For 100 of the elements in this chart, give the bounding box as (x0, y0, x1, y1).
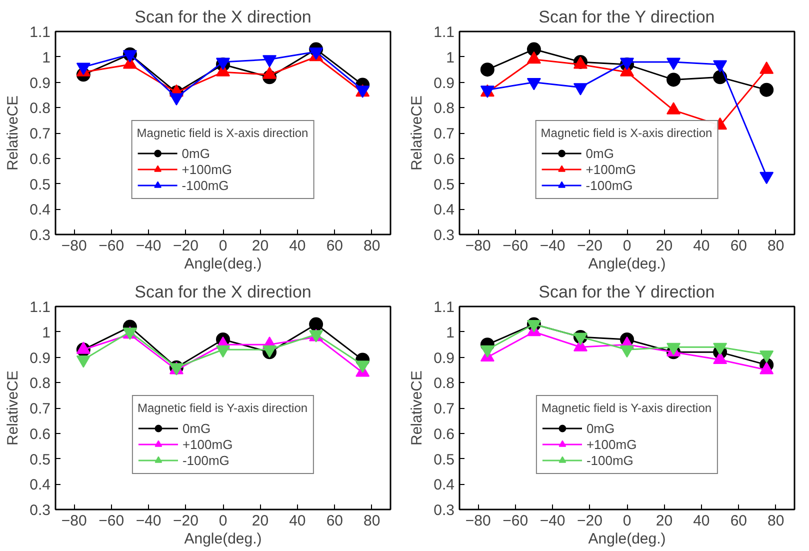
y-tick-label: 1.1 (30, 299, 51, 316)
y-tick-label: 0.3 (434, 502, 455, 519)
x-tick-label: 0 (218, 238, 228, 254)
y-tick-label: 1 (42, 49, 50, 66)
y-tick-label: 0.4 (30, 476, 51, 494)
x-tick-label: 20 (252, 238, 269, 254)
legend-label: 0mG (182, 420, 211, 436)
y-tick-label: 0.9 (30, 74, 51, 92)
y-tick-label: 1.1 (434, 24, 455, 41)
x-tick-label: −40 (540, 512, 566, 530)
x-tick-label: 0 (622, 512, 632, 530)
y-axis-title: RelativeCE (408, 370, 426, 446)
x-tick-label: −40 (540, 238, 566, 254)
x-tick-label: 60 (730, 238, 748, 254)
x-tick-label: 60 (326, 238, 344, 254)
legend-label: 0mG (586, 420, 615, 436)
x-tick-label: 80 (364, 238, 380, 254)
y-tick-label: 0.8 (30, 375, 51, 392)
y-tick-label: 1 (446, 49, 454, 66)
x-tick-label: 20 (656, 238, 673, 254)
x-tick-label: 80 (768, 512, 784, 530)
chart-title: Scan for the X direction (134, 282, 312, 302)
x-tick-label: −60 (98, 512, 124, 530)
y-axis-title: RelativeCE (408, 95, 426, 171)
legend-title: Magnetic field is X-axis direction (136, 126, 308, 140)
legend-title: Magnetic field is Y-axis direction (541, 401, 712, 415)
x-tick-label: −20 (577, 512, 603, 530)
x-tick-label: 20 (656, 512, 673, 530)
chart-title: Scan for the Y direction (538, 282, 715, 302)
x-tick-label: 60 (326, 512, 344, 530)
y-tick-label: 0.5 (434, 176, 455, 194)
legend-label: +100mG (586, 161, 636, 177)
y-tick-label: 0.3 (30, 502, 51, 519)
chart-title: Scan for the X direction (134, 8, 312, 26)
x-tick-label: 0 (218, 512, 228, 530)
legend-label: +100mG (182, 436, 233, 452)
x-tick-label: −40 (136, 238, 162, 254)
legend-label: -100mG (586, 177, 633, 193)
x-tick-label: −60 (98, 238, 124, 254)
y-tick-label: 0.6 (434, 150, 455, 168)
legend-label: 0mG (182, 145, 210, 161)
y-tick-label: 1 (446, 324, 454, 342)
x-tick-label: 40 (693, 238, 710, 254)
x-tick-label: −60 (502, 512, 528, 530)
y-tick-label: 0.7 (434, 126, 455, 142)
y-tick-label: 0.5 (434, 451, 455, 468)
x-tick-label: 0 (622, 238, 632, 254)
x-tick-label: 60 (730, 512, 748, 530)
y-tick-label: 0.8 (434, 375, 455, 392)
legend-label: +100mG (586, 436, 637, 452)
x-axis-title: Angle(deg.) (184, 530, 262, 548)
x-tick-label: 80 (364, 512, 380, 530)
y-tick-label: 0.7 (30, 126, 51, 142)
x-tick-label: 40 (289, 238, 306, 254)
y-tick-label: 0.6 (30, 426, 51, 443)
x-tick-label: −20 (577, 238, 603, 254)
y-tick-label: 0.5 (30, 451, 51, 468)
x-axis-title: Angle(deg.) (588, 256, 666, 272)
y-tick-label: 0.9 (434, 74, 455, 92)
y-tick-label: 1 (42, 324, 50, 342)
y-tick-label: 0.7 (434, 400, 455, 418)
y-tick-label: 0.3 (30, 227, 51, 244)
y-tick-label: 0.8 (434, 100, 455, 118)
legend-title: Magnetic field is X-axis direction (540, 126, 712, 140)
x-tick-label: −80 (61, 512, 87, 530)
y-tick-label: 0.6 (434, 426, 455, 443)
x-tick-label: −40 (136, 512, 162, 530)
x-tick-label: −80 (61, 238, 87, 254)
x-tick-label: −20 (173, 512, 199, 530)
y-tick-label: 0.6 (30, 150, 51, 168)
y-axis-title: RelativeCE (4, 95, 22, 171)
chart-title: Scan for the Y direction (538, 8, 715, 26)
legend-label: -100mG (586, 452, 634, 468)
x-tick-label: −80 (465, 238, 491, 254)
x-tick-label: 40 (693, 512, 710, 530)
legend-title: Magnetic field is Y-axis direction (137, 401, 308, 415)
legend-label: +100mG (182, 161, 232, 177)
y-tick-label: 0.3 (434, 227, 455, 244)
y-tick-label: 0.9 (434, 350, 455, 367)
y-tick-label: 0.7 (30, 400, 51, 418)
x-tick-label: 80 (768, 238, 784, 254)
y-tick-label: 1.1 (434, 299, 455, 316)
x-tick-label: 20 (252, 512, 269, 530)
legend-label: 0mG (586, 145, 614, 161)
x-tick-label: −80 (465, 512, 491, 530)
y-tick-label: 0.5 (30, 176, 51, 194)
x-tick-label: −60 (502, 238, 528, 254)
y-tick-label: 0.4 (434, 202, 455, 219)
legend-label: -100mG (182, 177, 229, 193)
x-axis-title: Angle(deg.) (588, 530, 666, 548)
y-tick-label: 1.1 (30, 24, 51, 41)
y-axis-title: RelativeCE (4, 370, 22, 446)
x-tick-label: 40 (289, 512, 306, 530)
y-tick-label: 0.4 (30, 202, 51, 219)
legend-label: -100mG (182, 452, 230, 468)
y-tick-label: 0.8 (30, 100, 51, 118)
x-axis-title: Angle(deg.) (184, 256, 262, 272)
y-tick-label: 0.9 (30, 350, 51, 367)
x-tick-label: −20 (173, 238, 199, 254)
y-tick-label: 0.4 (434, 476, 455, 494)
